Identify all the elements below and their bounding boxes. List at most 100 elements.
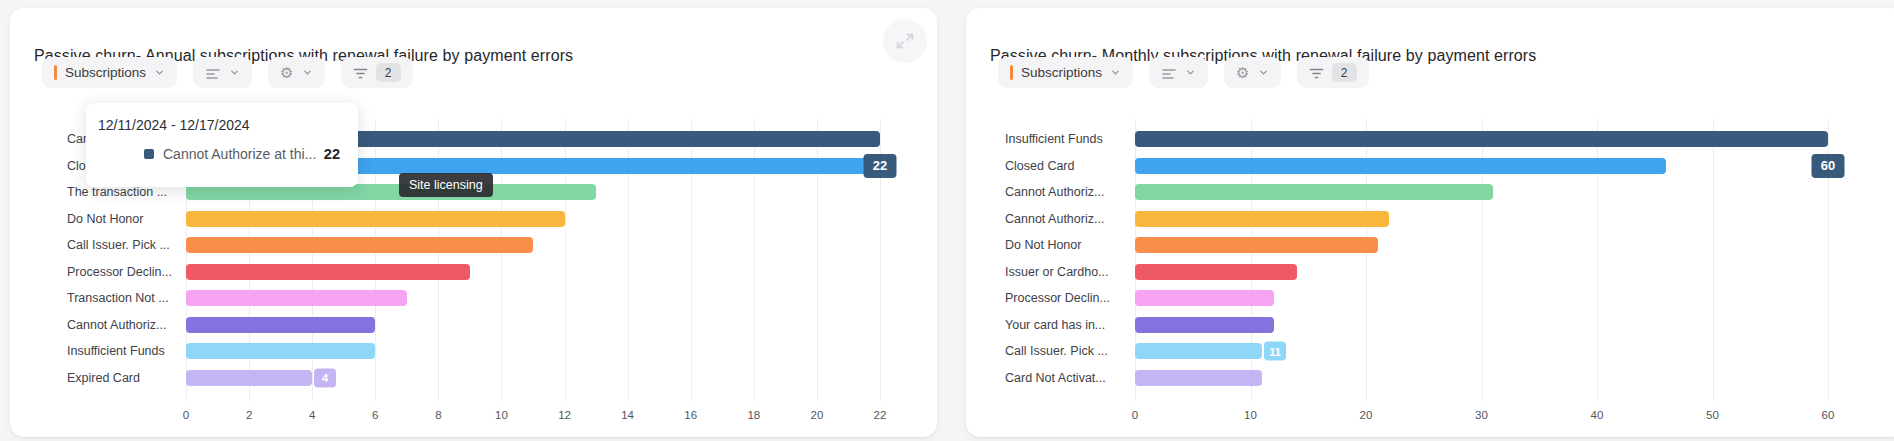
dashboard-canvas: Passive churn- Annual subscriptions with…	[0, 0, 1894, 441]
category-label: Insufficient Funds	[67, 338, 179, 365]
tooltip-series-row: Cannot Authorize at thi... 22	[144, 146, 340, 162]
bar[interactable]	[1135, 211, 1389, 227]
chevron-down-icon	[154, 67, 165, 78]
bar[interactable]	[1135, 370, 1262, 386]
category-label: Card Not Activat...	[1005, 365, 1124, 392]
settings-dropdown[interactable]: ⚙	[268, 57, 324, 88]
filters-button[interactable]: 2	[341, 57, 413, 88]
bar[interactable]	[186, 264, 470, 280]
series-marker-icon	[144, 149, 154, 159]
bar[interactable]	[1135, 184, 1493, 200]
bar[interactable]	[1135, 343, 1262, 359]
settings-dropdown[interactable]: ⚙	[1224, 57, 1280, 88]
category-label: Do Not Honor	[1005, 232, 1124, 259]
chart-card-annual: Passive churn- Annual subscriptions with…	[10, 8, 937, 437]
bar[interactable]	[186, 290, 407, 306]
chart-toolbar: Subscriptions ⚙	[998, 57, 1369, 88]
category-label: Processor Declin...	[67, 259, 179, 286]
tooltip-series-value: 22	[324, 146, 340, 162]
chart-toolbar: Subscriptions ⚙	[42, 57, 413, 88]
chevron-down-icon	[1110, 67, 1121, 78]
display-options-dropdown[interactable]	[1149, 57, 1208, 88]
x-axis-tick: 2	[246, 409, 252, 421]
x-axis-tick: 20	[811, 409, 824, 421]
x-axis-tick: 40	[1591, 409, 1604, 421]
bar[interactable]	[1135, 317, 1274, 333]
filters-button[interactable]: 2	[1297, 57, 1369, 88]
category-label: Processor Declin...	[1005, 285, 1124, 312]
x-axis-tick: 30	[1475, 409, 1488, 421]
gridline	[1713, 119, 1714, 401]
tooltip-date-range: 12/11/2024 - 12/17/2024	[98, 117, 358, 133]
x-axis-tick: 50	[1706, 409, 1719, 421]
x-axis-tick: 14	[621, 409, 634, 421]
dataset-label: Subscriptions	[1021, 65, 1102, 80]
display-options-dropdown[interactable]	[193, 57, 252, 88]
bar[interactable]	[1135, 264, 1297, 280]
category-label: Call Issuer. Pick ...	[1005, 338, 1124, 365]
chevron-down-icon	[1258, 67, 1269, 78]
x-axis-tick: 8	[435, 409, 441, 421]
dataset-selector[interactable]: Subscriptions	[998, 57, 1133, 88]
x-axis: 0246810121416182022	[186, 409, 880, 425]
category-label: Expired Card	[67, 365, 179, 392]
bar[interactable]	[1135, 290, 1274, 306]
category-label: Your card has in...	[1005, 312, 1124, 339]
bar[interactable]	[186, 237, 533, 253]
category-label: Closed Card	[1005, 153, 1124, 180]
chart-hover-tooltip: 12/11/2024 - 12/17/2024 Cannot Authorize…	[86, 103, 358, 187]
expand-icon	[894, 30, 916, 52]
filter-count-badge: 2	[1332, 63, 1357, 82]
x-axis-tick: 20	[1360, 409, 1373, 421]
bar[interactable]	[186, 317, 375, 333]
bar[interactable]	[1135, 158, 1666, 174]
filter-lines-icon	[353, 66, 368, 79]
gear-icon: ⚙	[280, 64, 293, 82]
category-label: Do Not Honor	[67, 206, 179, 233]
x-axis-tick: 22	[874, 409, 887, 421]
category-axis: Insufficient FundsClosed CardCannot Auth…	[1005, 126, 1124, 391]
x-axis-tick: 6	[372, 409, 378, 421]
dataset-accent-bar	[54, 65, 57, 80]
bar-chart-monthly: Insufficient FundsClosed CardCannot Auth…	[966, 126, 1894, 436]
site-licensing-tooltip: Site licensing	[399, 173, 493, 197]
dataset-selector[interactable]: Subscriptions	[42, 57, 177, 88]
category-label: Cannot Authoriz...	[67, 312, 179, 339]
category-label: Insufficient Funds	[1005, 126, 1124, 153]
chevron-down-icon	[302, 67, 313, 78]
bar[interactable]	[186, 370, 312, 386]
filter-lines-icon	[1309, 66, 1324, 79]
bar[interactable]	[186, 343, 375, 359]
rows-icon	[205, 66, 221, 80]
value-badge: 60	[1812, 154, 1845, 178]
x-axis-tick: 10	[1244, 409, 1257, 421]
tooltip-series-label: Cannot Authorize at thi...	[163, 146, 316, 162]
expand-chart-button[interactable]	[883, 19, 927, 63]
gear-icon: ⚙	[1236, 64, 1249, 82]
bar[interactable]	[186, 211, 565, 227]
dataset-accent-bar	[1010, 65, 1013, 80]
value-badge: 4	[314, 368, 336, 387]
plot-area: 0102030405060 6011	[1135, 126, 1828, 391]
filter-count-badge: 2	[376, 63, 401, 82]
bar[interactable]	[1135, 237, 1378, 253]
x-axis-tick: 10	[495, 409, 508, 421]
category-label: Issuer or Cardho...	[1005, 259, 1124, 286]
dataset-label: Subscriptions	[65, 65, 146, 80]
category-label: Call Issuer. Pick ...	[67, 232, 179, 259]
x-axis-tick: 12	[558, 409, 571, 421]
chart-card-monthly: Passive churn- Monthly subscriptions wit…	[966, 8, 1894, 437]
category-label: Transaction Not ...	[67, 285, 179, 312]
category-label: Cannot Authoriz...	[1005, 206, 1124, 233]
x-axis-tick: 60	[1822, 409, 1835, 421]
category-label: Cannot Authoriz...	[1005, 179, 1124, 206]
x-axis-tick: 0	[183, 409, 189, 421]
x-axis-tick: 18	[747, 409, 760, 421]
x-axis-tick: 0	[1132, 409, 1138, 421]
chevron-down-icon	[229, 67, 240, 78]
bar[interactable]	[1135, 131, 1828, 147]
x-axis-tick: 4	[309, 409, 315, 421]
x-axis: 0102030405060	[1135, 409, 1828, 425]
chevron-down-icon	[1185, 67, 1196, 78]
value-badge: 22	[864, 154, 897, 178]
